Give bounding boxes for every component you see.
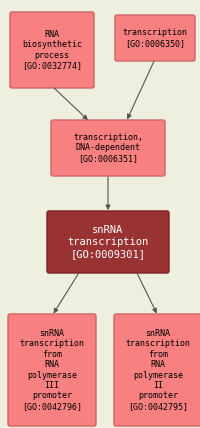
Text: snRNA
transcription
[GO:0009301]: snRNA transcription [GO:0009301]	[67, 226, 149, 259]
Text: snRNA
transcription
from
RNA
polymerase
III
promoter
[GO:0042796]: snRNA transcription from RNA polymerase …	[20, 329, 84, 411]
Text: snRNA
transcription
from
RNA
polymerase
II
promoter
[GO:0042795]: snRNA transcription from RNA polymerase …	[126, 329, 190, 411]
FancyBboxPatch shape	[114, 314, 200, 426]
Text: transcription
[GO:0006350]: transcription [GO:0006350]	[122, 28, 188, 48]
FancyBboxPatch shape	[8, 314, 96, 426]
FancyBboxPatch shape	[51, 120, 165, 176]
FancyBboxPatch shape	[47, 211, 169, 273]
Text: transcription,
DNA-dependent
[GO:0006351]: transcription, DNA-dependent [GO:0006351…	[73, 133, 143, 163]
FancyBboxPatch shape	[10, 12, 94, 88]
Text: RNA
biosynthetic
process
[GO:0032774]: RNA biosynthetic process [GO:0032774]	[22, 30, 82, 70]
FancyBboxPatch shape	[115, 15, 195, 61]
